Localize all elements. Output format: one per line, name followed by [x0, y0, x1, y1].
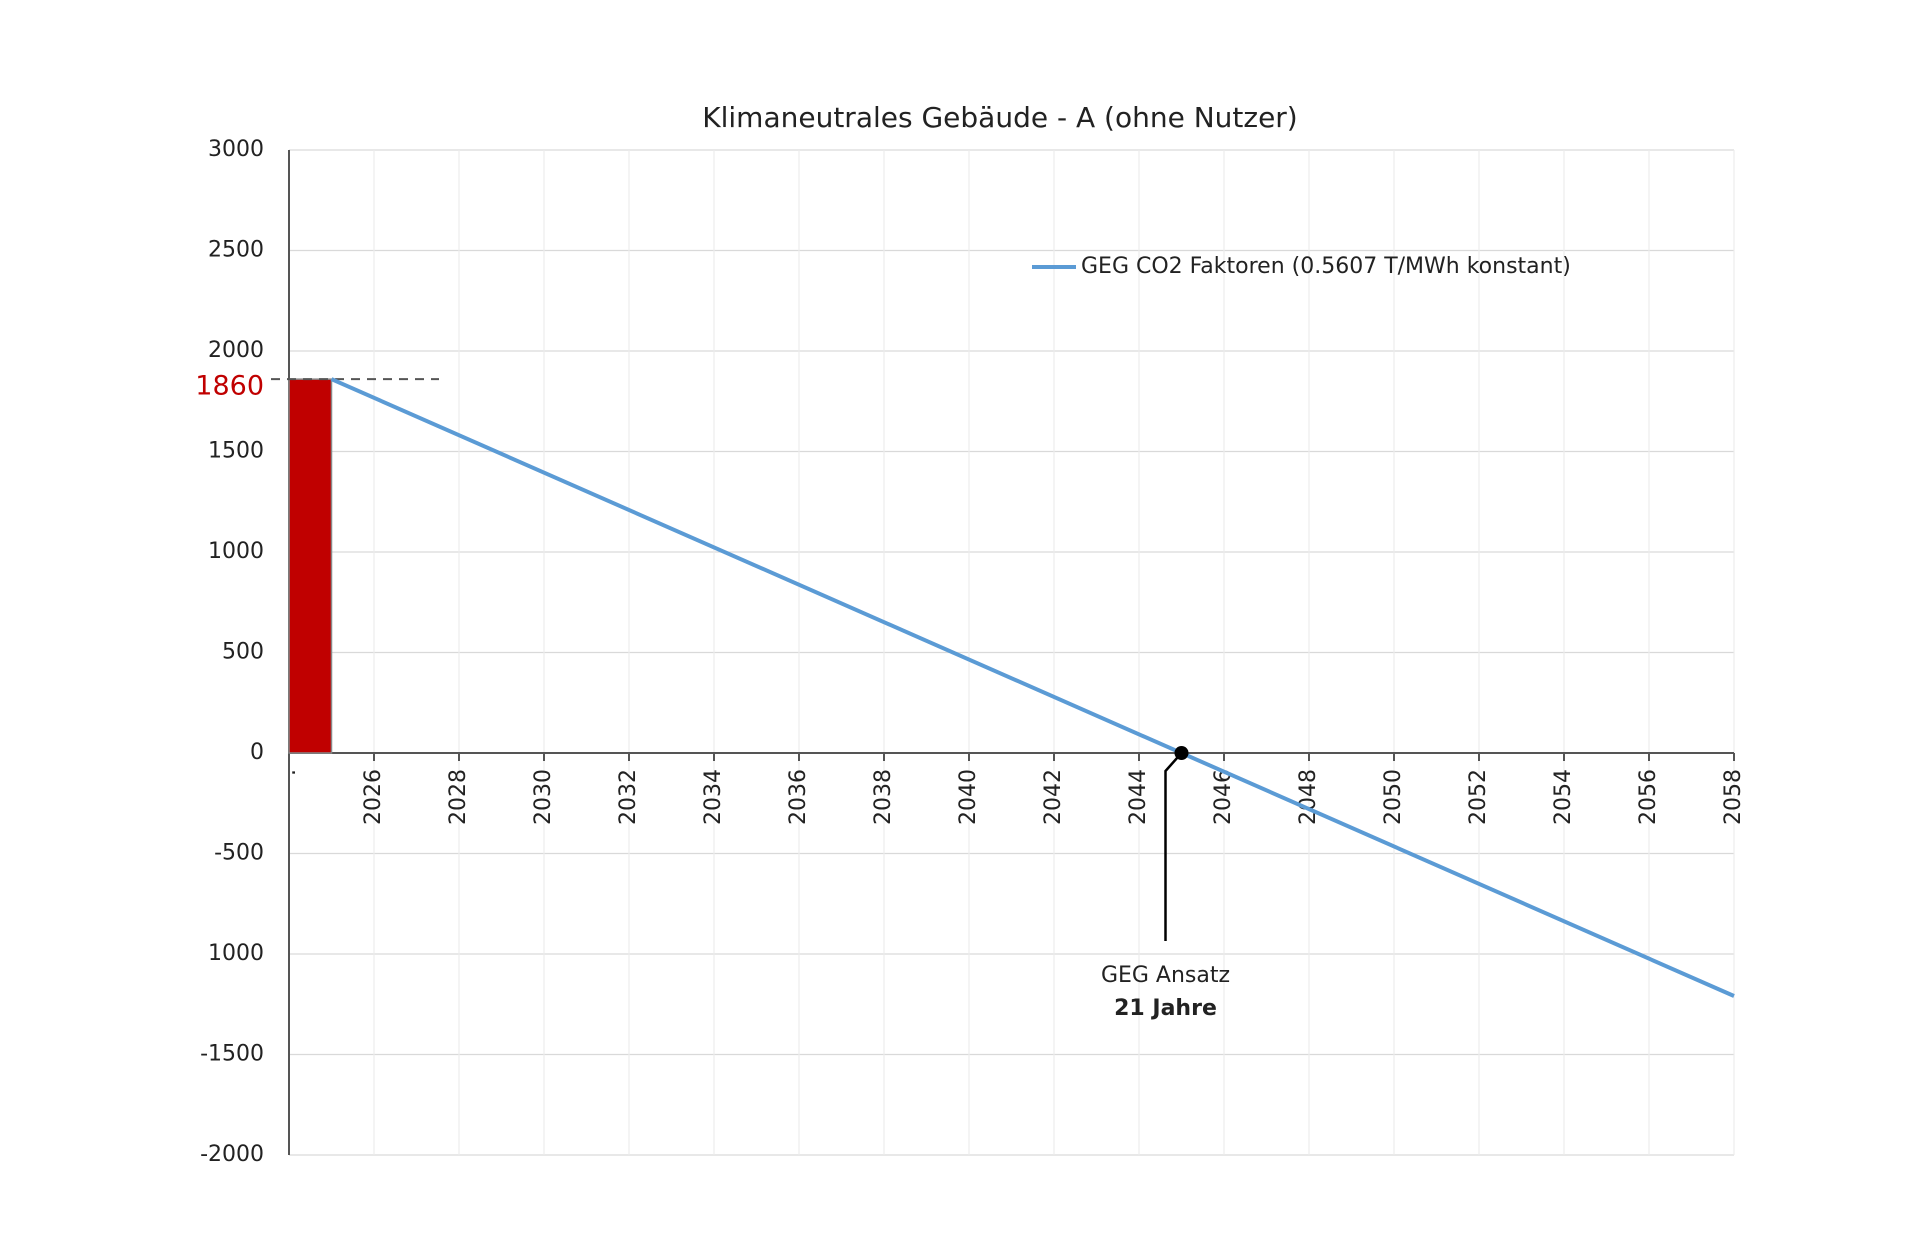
y-tick-label: 1000 [208, 941, 264, 966]
legend-label: GEG CO2 Faktoren (0.5607 T/MWh konstant) [1081, 254, 1571, 279]
x-tick-label: 2046 [1211, 769, 1236, 825]
x-tick-label: 2050 [1381, 769, 1406, 825]
x-tick-label: 2032 [616, 769, 641, 825]
y-tick-label: 2500 [208, 238, 264, 263]
x-tick-label: 2058 [1721, 769, 1746, 825]
x-tick-label: 2034 [701, 769, 726, 825]
x-tick-label: 2044 [1126, 769, 1151, 825]
y-tick-label: 500 [222, 640, 264, 665]
y-tick-label: -500 [214, 841, 264, 866]
x-tick-label: 2028 [446, 769, 471, 825]
y-tick-label: 2000 [208, 338, 264, 363]
annotation-label: GEG Ansatz [1101, 963, 1230, 988]
x-tick-label: 2030 [531, 769, 556, 825]
x-tick-label: 2048 [1296, 769, 1321, 825]
x-tick-label: 2040 [956, 769, 981, 825]
x-tick-label: 2038 [871, 769, 896, 825]
chart-title: Klimaneutrales Gebäude - A (ohne Nutzer) [702, 101, 1297, 134]
x-tick-label: 2036 [786, 769, 811, 825]
y-tick-label: 1500 [208, 439, 264, 464]
y-tick-label: 1000 [208, 539, 264, 564]
annotation-sublabel: 21 Jahre [1114, 996, 1217, 1021]
y-tick-label: -1500 [200, 1042, 264, 1067]
x-tick-label: 2054 [1551, 769, 1576, 825]
x-tick-label: 2056 [1636, 769, 1661, 825]
annotation-leader [1164, 752, 1183, 941]
annotation-point [1174, 746, 1189, 760]
y-tick-label: 3000 [208, 137, 264, 162]
y-tick-label: -2000 [200, 1142, 264, 1167]
bar-value-label: 1860 [195, 371, 264, 402]
y-tick-label: 0 [250, 740, 264, 765]
x-tick-label: 2042 [1041, 769, 1066, 825]
bar [288, 378, 333, 754]
x-tick-label: 2026 [361, 769, 386, 825]
line [330, 377, 1735, 998]
x-tick-label: 2052 [1466, 769, 1491, 825]
